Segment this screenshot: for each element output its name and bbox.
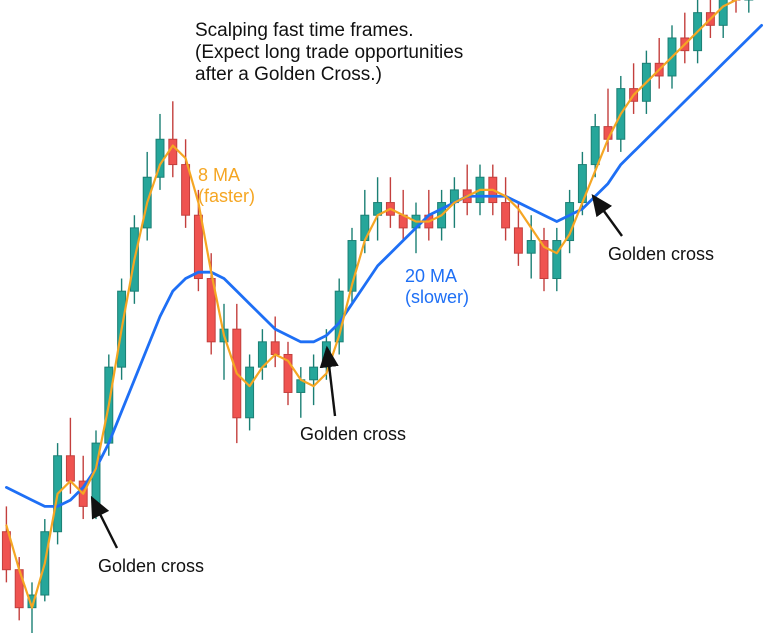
golden-cross-arrow <box>593 196 622 236</box>
ma-fast-label: 8 MA (faster) <box>198 165 255 206</box>
ma-slow-label: 20 MA (slower) <box>405 266 469 307</box>
chart-svg <box>0 0 768 633</box>
golden-cross-arrow <box>92 498 117 548</box>
golden-cross-label-2: Golden cross <box>300 424 406 445</box>
golden-cross-label-3: Golden cross <box>608 244 714 265</box>
candlestick-chart: Scalping fast time frames. (Expect long … <box>0 0 768 633</box>
chart-title: Scalping fast time frames. (Expect long … <box>195 20 463 86</box>
golden-cross-label-1: Golden cross <box>98 556 204 577</box>
